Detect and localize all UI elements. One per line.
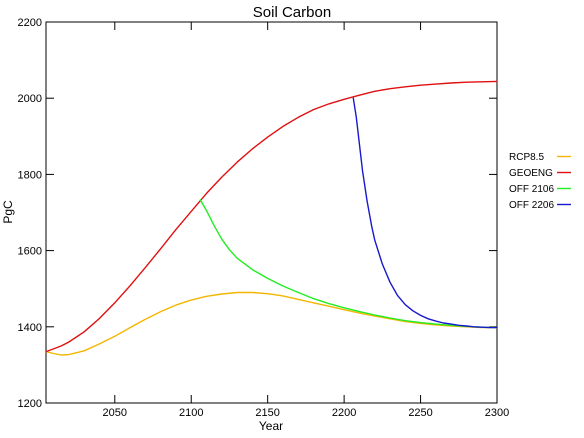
series-line-geoeng — [45, 80, 498, 353]
legend: RCP8.5 GEOENG OFF 2106 OFF 2206 — [509, 152, 571, 211]
axis-ticks: 2050 2100 2150 2200 2250 2300 1200 1400 1600 1800… — [18, 17, 510, 419]
x-tick-label: 2300 — [485, 407, 509, 419]
series-line-off-2206 — [352, 97, 498, 329]
legend-label-geoeng: GEOENG — [509, 168, 553, 179]
y-tick-label: 1600 — [18, 246, 42, 258]
y-axis-label: PgC — [1, 200, 15, 224]
x-axis-label: Year — [259, 419, 283, 433]
x-tick-label: 2200 — [332, 407, 356, 419]
y-tick-label: 1400 — [18, 322, 42, 334]
series-line-off-2106 — [199, 199, 498, 329]
legend-label-rcp8-5: RCP8.5 — [509, 152, 544, 163]
legend-label-off-2206: OFF 2206 — [509, 200, 554, 211]
x-tick-label: 2050 — [103, 407, 127, 419]
y-tick-label: 2200 — [18, 17, 42, 29]
series-line-rcp8-5 — [45, 291, 498, 356]
legend-label-off-2106: OFF 2106 — [509, 184, 554, 195]
series-layer — [45, 80, 498, 356]
y-tick-label: 1200 — [18, 398, 42, 410]
x-tick-label: 2250 — [408, 407, 432, 419]
x-tick-label: 2150 — [255, 407, 279, 419]
x-tick-label: 2100 — [179, 407, 203, 419]
chart-title: Soil Carbon — [253, 4, 331, 21]
plot-frame — [45, 21, 498, 404]
y-tick-label: 2000 — [18, 93, 42, 105]
y-tick-label: 1800 — [18, 169, 42, 181]
